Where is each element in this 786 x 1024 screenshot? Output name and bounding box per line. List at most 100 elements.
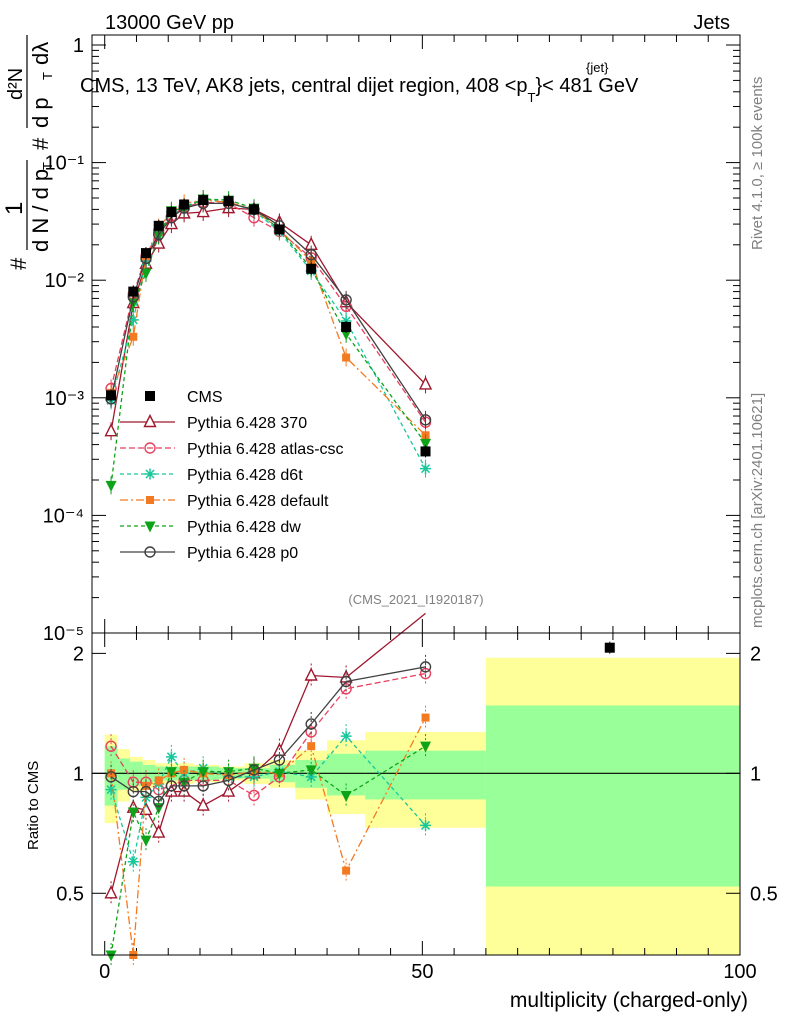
title-sub: T [528,90,536,105]
data-point-10 [306,263,317,274]
ratio-point-2-0 [105,784,117,796]
legend-marker-1 [143,413,157,428]
ratio-point-1-11 [340,683,352,695]
main-point-4-12 [420,438,432,450]
ratio-point-5-12 [419,661,432,673]
ylabel-hash1: # [6,257,31,270]
ratio-bands: 0.5 0.5 1 1 2 2 0 50 100 [56,633,778,983]
main-point-5-12 [419,414,432,426]
data-point-13 [604,642,615,653]
ratio-point-4-11 [340,790,352,802]
ratio-band-green-14 [485,705,740,887]
analysis-id: (CMS_2021_I1920187) [348,592,483,607]
ratio-point-2-1 [127,856,139,868]
ylabel-d2n: d²N [5,68,27,100]
main-ytick-label-2: 10⁻² [45,270,85,292]
data-point-4 [166,207,177,218]
main-point-4-0 [105,480,117,492]
ratio-point-5-5 [178,780,190,792]
legend-label-6: Pythia 6.428 p0 [187,545,298,562]
ratio-point-0-6 [196,797,210,811]
rivet-label: Rivet 4.1.0, ≥ 100k events [749,77,766,250]
main-ytick-label-5: 10⁻⁵ [43,623,84,645]
ratio-point-5-6 [197,780,209,792]
ratio-point-0-3 [152,824,166,838]
ratio-point-5-8 [248,764,260,776]
ratio-point-4-6 [197,767,209,779]
ratio-point-3-12 [421,713,430,722]
data-point-9 [274,224,285,235]
main-ytick-label-1: 10⁻¹ [45,153,85,175]
ylabel-dn-dpt: d N / d p [28,169,53,252]
legend-marker-0 [145,391,155,401]
ratio-point-2-10 [305,771,317,783]
legend-label-2: Pythia 6.428 atlas-csc [187,441,344,458]
main-point-2-12 [420,463,432,475]
main-point-4-2 [140,268,152,280]
legend-marker-4 [146,496,154,504]
main-point-4-11 [340,329,352,341]
ratio-frame [91,632,741,956]
header-right: Jets [693,12,730,34]
legend-label-4: Pythia 6.428 default [187,493,329,510]
ratio-point-4-2 [140,835,152,847]
main-ytick-label-4: 10⁻⁴ [43,505,84,527]
ylabel-dpt: d p [28,97,53,128]
title-pre: CMS, 13 TeV, AK8 jets, central dijet reg… [80,75,528,97]
ratio-point-4-4 [165,767,177,779]
legend-marker-2 [144,442,156,454]
ylabel-t1: T [40,162,55,170]
ratio-point-4-9 [273,768,285,780]
ratio-point-5-2 [140,785,152,798]
data-point-8 [249,204,259,215]
ylabel-hash2: # [28,137,53,150]
x-tick-label-1: 50 [411,961,433,983]
legend-label-3: Pythia 6.428 d6t [187,467,303,484]
ratio-point-3-10 [307,742,316,751]
ratio-point-3-3 [154,776,163,785]
ratio-ytick-label-right-2: 2 [750,643,761,665]
ratio-point-2-12 [420,819,432,831]
ratio-point-5-9 [273,754,286,766]
main-point-0-0 [104,423,118,437]
ratio-point-5-10 [305,718,317,730]
ratio-point-1-0 [105,740,117,752]
ratio-point-0-0 [104,885,118,899]
ylabel-one: 1 [1,202,28,215]
ratio-point-4-10 [305,765,317,777]
main-point-0-12 [418,376,433,390]
ratio-point-3-5 [180,765,189,774]
ratio-ytick-label-1: 1 [73,763,84,785]
legend-marker-5 [144,521,156,533]
ratio-ytick-label-right-0: 0.5 [750,883,778,905]
ratio-point-3-11 [342,866,351,875]
main-point-5-10 [305,248,317,261]
ratio-series-layer [104,612,432,967]
ratio-point-1-8 [248,789,260,802]
main-series-layer [104,190,615,654]
ratio-point-2-4 [165,751,177,763]
ratio-band-green-1 [117,758,131,790]
ratio-point-5-7 [222,774,235,787]
mcplots-label: mcplots.cern.ch [arXiv:2401.10621] [749,393,766,628]
ratio-point-5-4 [165,780,178,792]
legend-label-1: Pythia 6.428 370 [187,415,307,432]
main-point-2-11 [340,315,352,327]
ratio-point-4-12 [420,741,432,753]
data-point-7 [223,196,234,207]
legend-marker-6 [144,546,156,558]
ratio-point-2-11 [340,730,352,742]
ratio-ytick-label-2: 2 [73,643,84,665]
data-point-5 [179,199,190,210]
data-point-1 [128,286,139,297]
data-point-2 [141,248,151,259]
main-ytick-label-0: 1 [73,35,84,57]
main-point-5-11 [340,294,352,306]
ratio-point-4-1 [127,807,139,819]
title-sup: {jet} [586,60,609,75]
ratio-point-5-0 [105,771,117,783]
legend-marker-3 [144,468,156,480]
ratio-band-green-13 [365,750,486,800]
legend-label-0: CMS [187,389,223,406]
